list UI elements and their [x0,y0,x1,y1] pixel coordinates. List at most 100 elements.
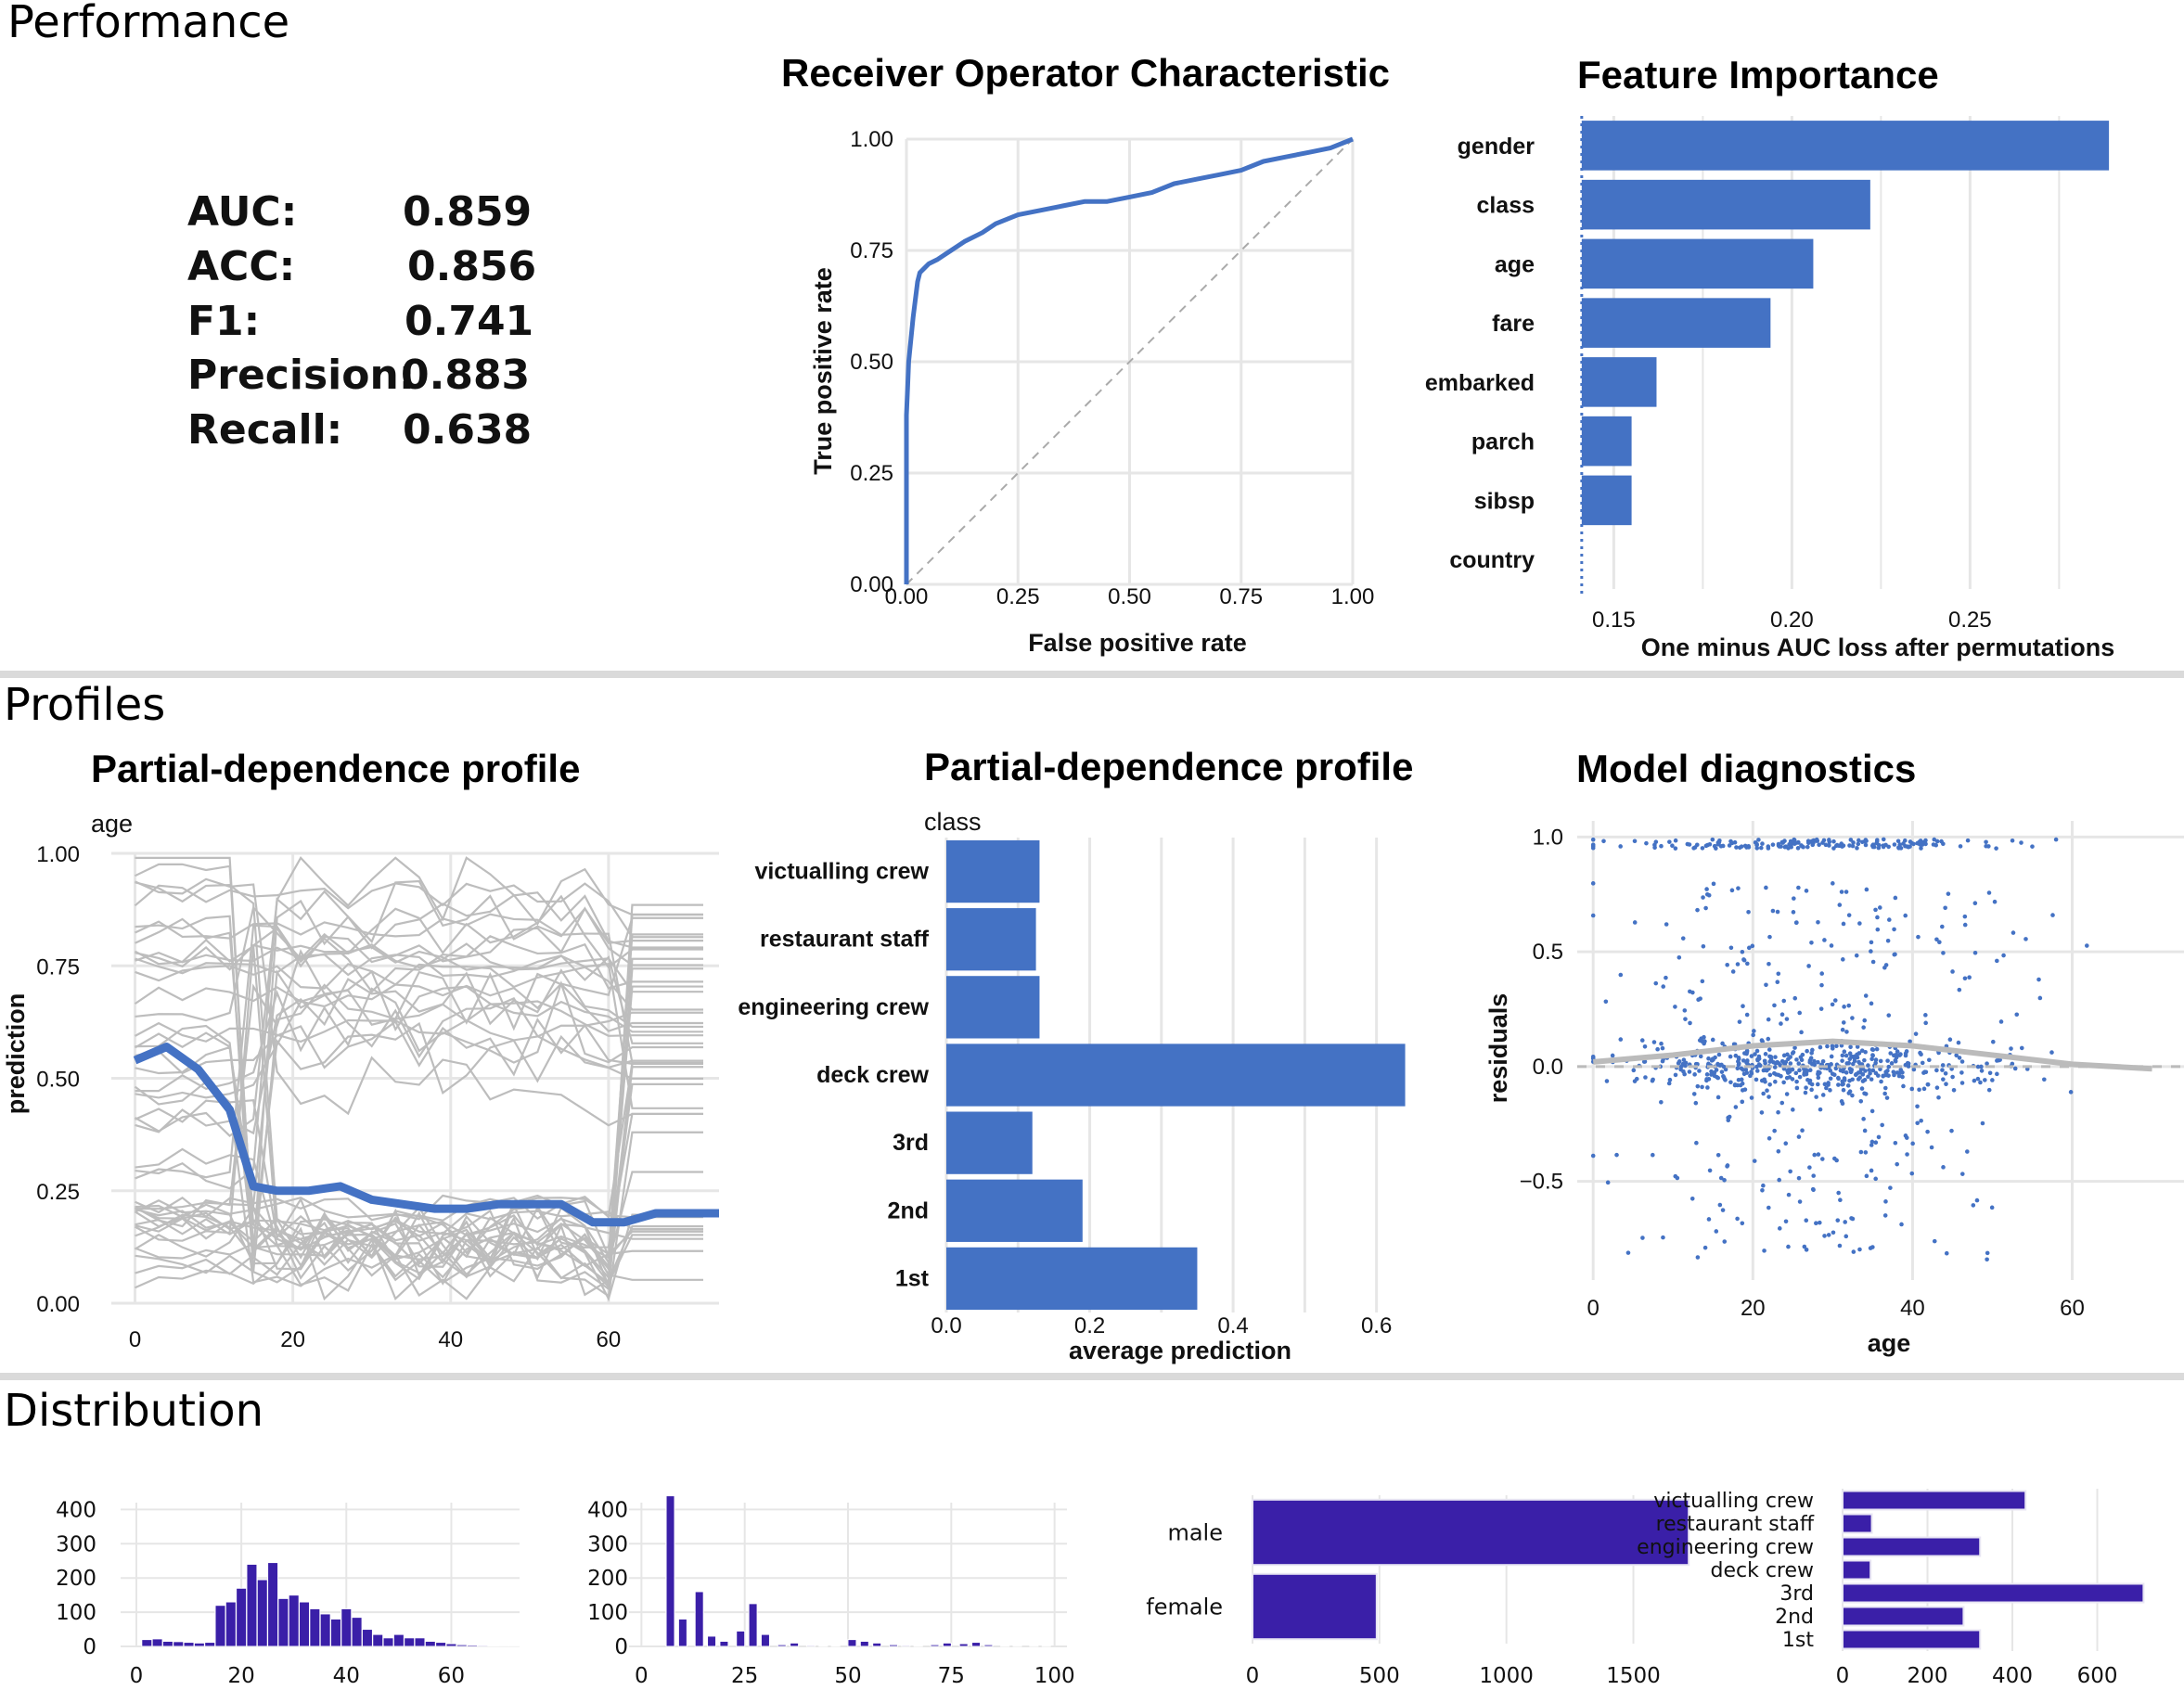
residual-point [1856,1051,1862,1056]
residual-point [1791,1050,1796,1055]
metric-value: 0.741 [405,298,533,345]
residual-point [1786,846,1791,851]
histogram-bar [805,1645,816,1647]
residual-point [1693,1100,1699,1106]
residual-point [1825,1044,1830,1049]
y-tick-label: 0.75 [36,954,80,980]
residual-point [1642,1059,1648,1064]
residual-point [1856,841,1861,847]
residual-point [1884,1095,1890,1100]
residual-point [1854,953,1859,958]
residual-point [1844,1061,1850,1066]
x-tick-label: 1000 [1479,1664,1534,1688]
residual-point [1893,895,1898,901]
residual-point [1754,1077,1759,1082]
individual-profile-line [135,879,703,1190]
residual-point [1691,846,1696,851]
residual-point [1898,1068,1904,1072]
feature-importance-x-axis-title: One minus AUC loss after permutations [1641,634,2115,661]
residual-point [1909,1171,1915,1176]
residual-point [1917,1087,1921,1093]
y-tick-label: 0.00 [850,572,893,597]
residual-point [1826,1082,1831,1087]
residual-point [1653,839,1659,844]
residual-point [1735,1066,1741,1071]
residual-point [1949,1128,1954,1133]
x-tick-label: 0.4 [1217,1313,1248,1338]
residual-point [1946,891,1951,896]
residual-point [1911,841,1916,847]
residual-point [1994,846,1998,851]
residual-point [1958,844,1963,849]
residual-point [1851,840,1856,845]
residual-point [1748,1073,1753,1079]
residual-point [2023,937,2028,941]
individual-profile-line [135,856,703,1287]
residual-point [1776,1148,1781,1154]
x-tick-label: 0 [1587,1296,1599,1321]
x-tick-label: 0.25 [996,584,1040,609]
residual-point [1799,1030,1804,1035]
residual-point [1985,1061,1989,1066]
residual-point [1957,987,1962,992]
y-tick-label: −0.5 [1520,1170,1563,1195]
residual-point [1864,887,1869,892]
individual-profile-line [135,877,703,1127]
residual-point [1895,1070,1900,1075]
residual-point [1880,1122,1884,1128]
residual-point [1746,945,1752,951]
residual-point [1770,842,1776,847]
residual-point [1830,1044,1835,1049]
residual-point [1717,1202,1723,1208]
residual-point [1883,1199,1888,1204]
residual-point [1920,1060,1925,1066]
individual-profile-line [135,1021,703,1260]
residual-point [1783,1219,1789,1224]
residual-point [1740,1081,1745,1086]
residual-point [1736,886,1741,890]
residual-point [1943,905,1947,911]
residual-point [1840,1027,1845,1032]
residual-point [1979,1064,1984,1069]
residual-point [1728,1054,1733,1059]
residual-point [1717,1063,1723,1068]
residual-point [1625,1250,1631,1255]
individual-profile-line [134,948,703,1228]
residual-point [1784,1017,1790,1021]
residual-point [1967,975,1972,980]
residual-point [1863,993,1869,998]
residual-point [1741,1058,1746,1063]
histogram-bar [340,1607,353,1647]
residual-point [1681,1057,1687,1062]
residual-point [1862,1128,1868,1133]
residual-point [1857,1247,1862,1252]
residual-point [1673,838,1678,843]
residual-point [1810,1047,1815,1053]
residual-point [1702,1245,1708,1250]
residual-point [1783,1141,1789,1146]
residual-point [1919,1118,1923,1123]
y-tick-label: 200 [56,1567,96,1591]
residual-point [1897,842,1903,847]
histogram-bar [435,1642,447,1647]
metric-value: 0.638 [403,406,532,454]
residual-point [1795,840,1801,845]
histogram-bar [225,1601,237,1647]
pdp-age-variable: age [91,810,133,838]
histogram-bar [736,1630,746,1647]
residual-point [1922,1069,1928,1074]
residual-point [1911,1067,1917,1072]
residual-point [1675,1175,1680,1181]
y-tick-label: 0.00 [36,1292,80,1317]
histogram-bar [204,1642,216,1647]
residual-point [1715,1152,1721,1158]
residual-point [1995,958,1999,964]
residual-point [1892,842,1897,847]
residual-point [1761,1091,1766,1096]
residual-point [1700,1084,1704,1090]
residual-point [1786,1244,1791,1249]
residual-point [1703,905,1708,911]
residual-point [1673,1005,1677,1009]
residual-point [1777,1177,1781,1183]
residual-point [1781,998,1787,1004]
